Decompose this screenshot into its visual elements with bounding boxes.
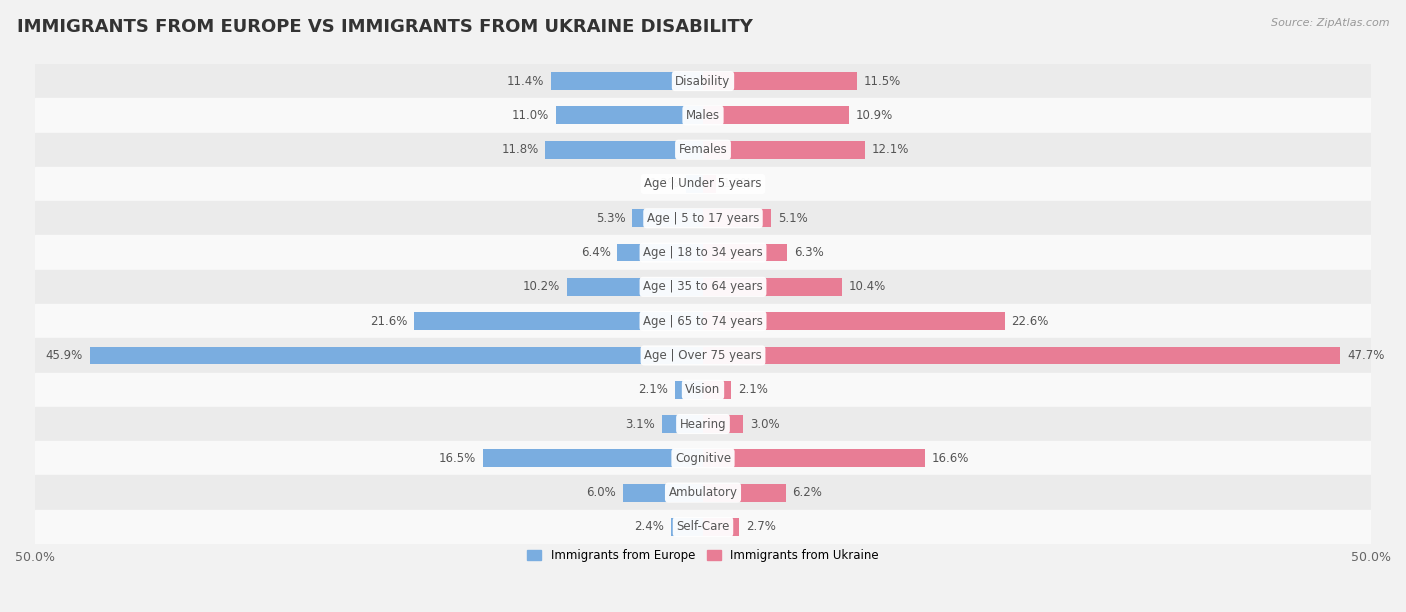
Bar bbox=[703, 449, 925, 467]
Bar bbox=[35, 64, 1371, 99]
Bar bbox=[703, 209, 770, 227]
Bar bbox=[35, 236, 1371, 270]
Text: 10.9%: 10.9% bbox=[855, 109, 893, 122]
Bar bbox=[35, 304, 1371, 338]
Bar bbox=[35, 407, 1371, 441]
Text: 3.1%: 3.1% bbox=[626, 417, 655, 430]
Bar bbox=[546, 141, 703, 159]
Text: 2.7%: 2.7% bbox=[745, 520, 776, 534]
Bar bbox=[703, 483, 786, 501]
Text: 12.1%: 12.1% bbox=[872, 143, 908, 156]
Bar bbox=[686, 175, 703, 193]
Bar bbox=[35, 201, 1371, 236]
Text: Males: Males bbox=[686, 109, 720, 122]
Bar bbox=[35, 338, 1371, 373]
Bar bbox=[703, 381, 731, 398]
Text: Vision: Vision bbox=[685, 383, 721, 396]
Text: Age | 18 to 34 years: Age | 18 to 34 years bbox=[643, 246, 763, 259]
Text: 2.1%: 2.1% bbox=[638, 383, 668, 396]
Text: 6.3%: 6.3% bbox=[794, 246, 824, 259]
Text: 11.4%: 11.4% bbox=[506, 75, 544, 88]
Text: IMMIGRANTS FROM EUROPE VS IMMIGRANTS FROM UKRAINE DISABILITY: IMMIGRANTS FROM EUROPE VS IMMIGRANTS FRO… bbox=[17, 18, 752, 36]
Text: Source: ZipAtlas.com: Source: ZipAtlas.com bbox=[1271, 18, 1389, 28]
Text: Age | 35 to 64 years: Age | 35 to 64 years bbox=[643, 280, 763, 293]
Text: 2.1%: 2.1% bbox=[738, 383, 768, 396]
Bar bbox=[551, 72, 703, 90]
Bar bbox=[415, 312, 703, 330]
Bar bbox=[617, 244, 703, 261]
Bar bbox=[633, 209, 703, 227]
Text: 11.0%: 11.0% bbox=[512, 109, 550, 122]
Text: 21.6%: 21.6% bbox=[370, 315, 408, 327]
Text: 3.0%: 3.0% bbox=[749, 417, 779, 430]
Text: 6.4%: 6.4% bbox=[581, 246, 610, 259]
Bar bbox=[35, 510, 1371, 544]
Legend: Immigrants from Europe, Immigrants from Ukraine: Immigrants from Europe, Immigrants from … bbox=[522, 545, 884, 567]
Bar bbox=[703, 312, 1005, 330]
Text: 2.4%: 2.4% bbox=[634, 520, 664, 534]
Text: Age | 5 to 17 years: Age | 5 to 17 years bbox=[647, 212, 759, 225]
Text: 22.6%: 22.6% bbox=[1011, 315, 1049, 327]
Bar bbox=[675, 381, 703, 398]
Bar bbox=[703, 175, 717, 193]
Bar bbox=[555, 106, 703, 124]
Bar bbox=[703, 415, 744, 433]
Text: 5.1%: 5.1% bbox=[778, 212, 807, 225]
Text: 10.2%: 10.2% bbox=[523, 280, 560, 293]
Bar bbox=[35, 167, 1371, 201]
Bar bbox=[703, 72, 856, 90]
Text: 16.6%: 16.6% bbox=[931, 452, 969, 465]
Bar bbox=[623, 483, 703, 501]
Bar bbox=[703, 518, 740, 536]
Text: 16.5%: 16.5% bbox=[439, 452, 475, 465]
Bar bbox=[35, 270, 1371, 304]
Text: Females: Females bbox=[679, 143, 727, 156]
Text: Hearing: Hearing bbox=[679, 417, 727, 430]
Bar bbox=[703, 244, 787, 261]
Text: 45.9%: 45.9% bbox=[46, 349, 83, 362]
Bar bbox=[35, 133, 1371, 167]
Text: Disability: Disability bbox=[675, 75, 731, 88]
Bar bbox=[671, 518, 703, 536]
Text: 6.2%: 6.2% bbox=[793, 486, 823, 499]
Text: Cognitive: Cognitive bbox=[675, 452, 731, 465]
Text: 11.8%: 11.8% bbox=[502, 143, 538, 156]
Bar bbox=[35, 373, 1371, 407]
Bar bbox=[703, 141, 865, 159]
Bar bbox=[35, 476, 1371, 510]
Text: 1.0%: 1.0% bbox=[723, 177, 752, 190]
Text: 5.3%: 5.3% bbox=[596, 212, 626, 225]
Text: Age | 65 to 74 years: Age | 65 to 74 years bbox=[643, 315, 763, 327]
Text: 47.7%: 47.7% bbox=[1347, 349, 1385, 362]
Bar bbox=[703, 278, 842, 296]
Bar bbox=[35, 99, 1371, 133]
Bar bbox=[662, 415, 703, 433]
Bar bbox=[482, 449, 703, 467]
Text: Ambulatory: Ambulatory bbox=[668, 486, 738, 499]
Bar bbox=[703, 106, 849, 124]
Text: 6.0%: 6.0% bbox=[586, 486, 616, 499]
Text: 10.4%: 10.4% bbox=[849, 280, 886, 293]
Text: Age | Over 75 years: Age | Over 75 years bbox=[644, 349, 762, 362]
Bar bbox=[35, 441, 1371, 476]
Bar bbox=[703, 346, 1340, 364]
Bar bbox=[567, 278, 703, 296]
Bar bbox=[90, 346, 703, 364]
Text: Age | Under 5 years: Age | Under 5 years bbox=[644, 177, 762, 190]
Text: 1.3%: 1.3% bbox=[650, 177, 679, 190]
Text: 11.5%: 11.5% bbox=[863, 75, 901, 88]
Text: Self-Care: Self-Care bbox=[676, 520, 730, 534]
